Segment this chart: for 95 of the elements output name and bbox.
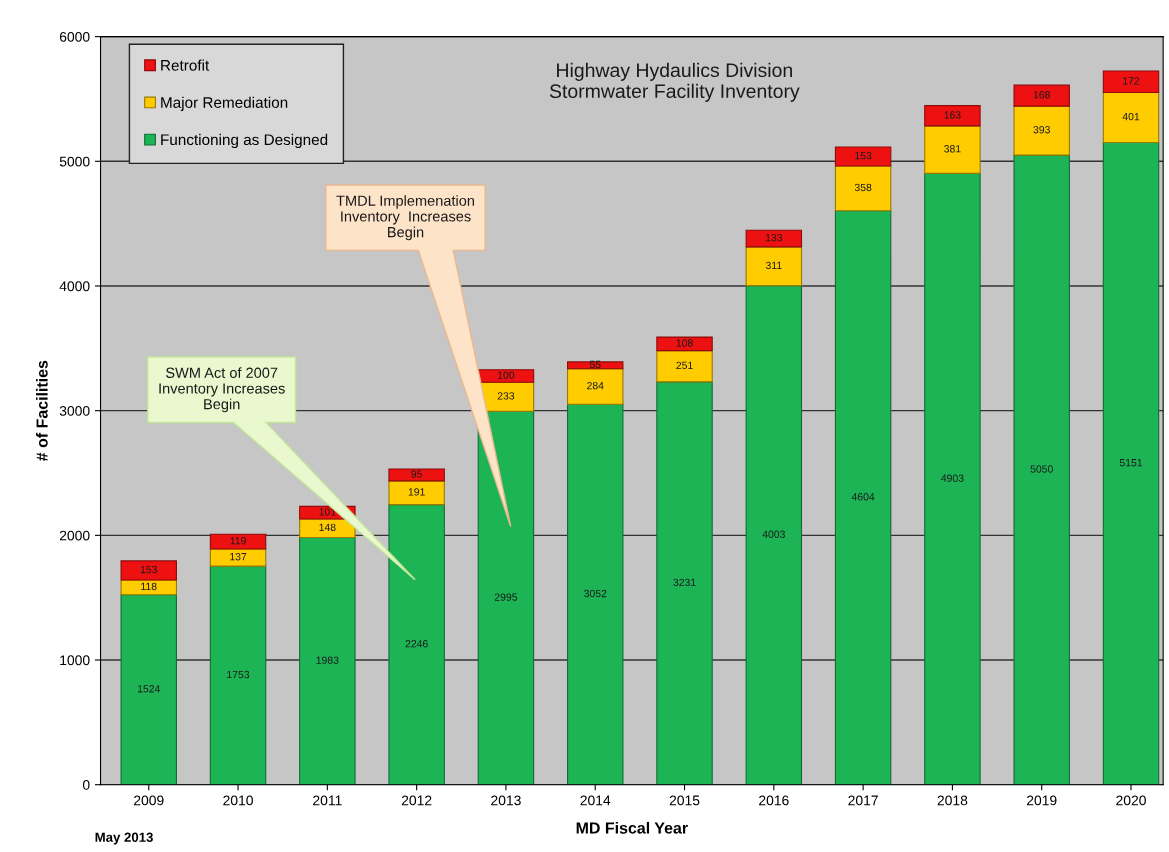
data-label: 311 (765, 261, 782, 270)
data-label: 191 (408, 488, 425, 496)
bar (834, 165, 892, 212)
x-tick-label: 2020 (1116, 795, 1146, 806)
data-label: 137 (230, 553, 247, 561)
x-tick-label: 2012 (401, 795, 432, 806)
x-tick-label: 2011 (313, 795, 342, 806)
bar (1013, 84, 1070, 107)
bar (388, 504, 445, 785)
bar (388, 480, 445, 506)
data-label: 108 (676, 339, 693, 347)
bar (834, 210, 892, 785)
bar (656, 381, 713, 785)
data-label: 1524 (137, 685, 161, 693)
bar (566, 361, 624, 370)
bar (477, 410, 535, 785)
x-tick-label: 2018 (937, 795, 968, 806)
data-label: 172 (1123, 77, 1140, 85)
bar (924, 105, 981, 127)
data-label: 133 (765, 233, 783, 242)
annotation: SWM Act of 2007 Inventory Increases Begin (159, 367, 285, 413)
bar (656, 350, 713, 383)
y-tick-label: 2000 (59, 530, 90, 541)
bar (566, 403, 624, 785)
y-tick-label: 1000 (60, 655, 90, 666)
bar (388, 468, 445, 482)
bar (834, 146, 892, 167)
bar (209, 533, 267, 550)
data-label: 1753 (227, 670, 250, 679)
data-label: 168 (1033, 91, 1050, 99)
x-tick-label: 2010 (223, 795, 253, 806)
x-tick-label: 2016 (759, 795, 789, 806)
bar (656, 336, 713, 352)
data-label: 251 (676, 361, 693, 370)
bar (1102, 91, 1160, 144)
x-tick-label: 2009 (134, 795, 164, 806)
text: Highway Hydaulics Division Stormwater Facility Inventory (549, 62, 800, 102)
bar (745, 229, 803, 248)
data-label: 101 (319, 508, 336, 516)
data-label: 3231 (673, 578, 696, 587)
legend-label: Functioning as Designed (161, 133, 328, 149)
data-label: 5050 (1030, 465, 1053, 473)
data-label: 381 (944, 145, 961, 153)
data-label: 163 (944, 111, 961, 119)
data-label: 5151 (1119, 459, 1143, 467)
data-label: 95 (411, 470, 422, 478)
data-label: 153 (140, 565, 157, 574)
y-tick-label: 3000 (59, 406, 90, 416)
bar (924, 125, 981, 174)
y-axis-title: # of Facilities (36, 360, 48, 461)
x-tick-label: 2019 (1026, 795, 1057, 806)
x-tick-label: 2013 (491, 795, 521, 806)
data-label: 2246 (405, 640, 428, 648)
x-tick-label: 2017 (848, 795, 878, 806)
data-label: 148 (319, 523, 336, 532)
y-tick-label: 5000 (59, 156, 90, 167)
data-label: 119 (230, 537, 246, 545)
data-label: 3052 (584, 589, 607, 598)
text: May 2013 (95, 832, 153, 845)
bar (209, 565, 267, 785)
legend-label: Major Remediation (161, 96, 288, 111)
bar (1102, 141, 1160, 785)
y-tick-label: 4000 (59, 281, 90, 292)
x-tick-label: 2014 (580, 795, 611, 806)
y-tick-label: 0 (82, 780, 90, 790)
bar (1013, 105, 1070, 156)
data-label: 393 (1033, 126, 1050, 134)
x-tick-label: 2015 (669, 795, 700, 806)
data-label: 4604 (851, 493, 875, 501)
data-label: 100 (498, 371, 515, 379)
data-label: 401 (1122, 112, 1140, 121)
bar (745, 246, 803, 287)
bar (1013, 154, 1070, 785)
bar (299, 536, 356, 785)
bar (745, 285, 803, 785)
bar (120, 594, 177, 785)
data-label: 4003 (762, 530, 785, 538)
annotation: TMDL Implemenation Inventory Increases Begin (336, 195, 474, 241)
bar (1102, 70, 1160, 94)
data-label: 1983 (316, 656, 339, 664)
legend-label: Retrofit (161, 59, 210, 71)
y-tick-label: 6000 (59, 31, 90, 42)
data-label: 284 (587, 381, 604, 390)
data-label: 55 (589, 360, 601, 369)
bar (477, 369, 535, 383)
bar (566, 368, 624, 405)
data-label: 118 (141, 582, 157, 591)
data-label: 233 (497, 392, 515, 400)
data-label: 2995 (494, 593, 518, 601)
data-label: 153 (855, 151, 872, 160)
data-label: 4903 (941, 474, 964, 482)
bar (924, 172, 981, 785)
x-axis-title: MD Fiscal Year (576, 821, 688, 834)
bar (120, 560, 177, 581)
data-label: 358 (854, 183, 872, 192)
